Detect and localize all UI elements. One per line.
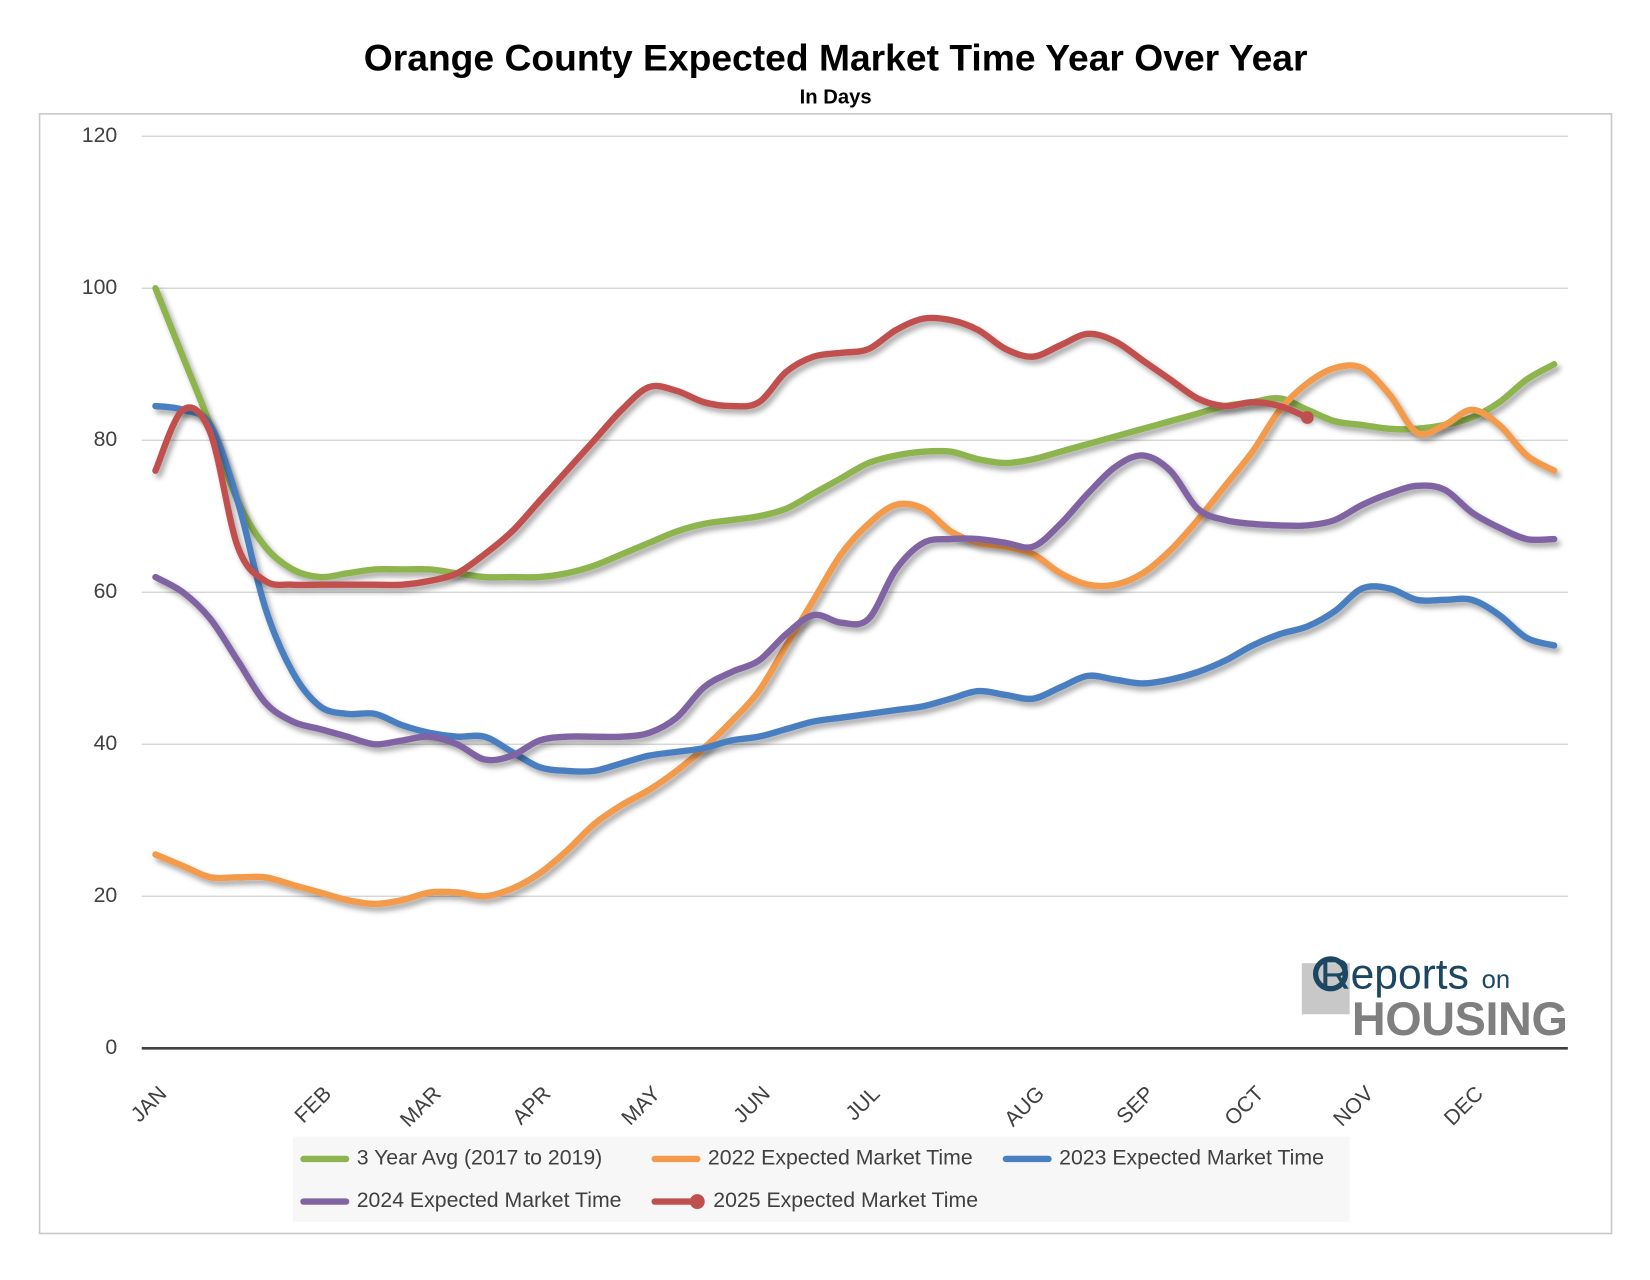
chart-subtitle: In Days	[800, 86, 872, 108]
logo-mark	[1312, 956, 1349, 992]
logo-text: Reports	[1320, 950, 1469, 998]
logo-text: on	[1482, 966, 1510, 994]
logo: Reports on HOUSING	[1301, 950, 1568, 1045]
y-tick-label: 40	[94, 731, 118, 755]
y-tick-label: 100	[82, 275, 117, 299]
logo-text: HOUSING	[1352, 993, 1568, 1045]
series-line	[152, 362, 1558, 908]
chart-border	[38, 113, 1613, 1235]
y-tick-label: 60	[94, 579, 118, 603]
series-line	[152, 285, 1558, 581]
y-tick-label: 20	[94, 883, 118, 907]
series-line	[152, 402, 1558, 775]
chart-title: Orange County Expected Market Time Year …	[364, 37, 1308, 79]
legend-label: 3 Year Avg (2017 to 2019)	[357, 1146, 603, 1170]
legend-label: 2024 Expected Market Time	[357, 1188, 622, 1212]
series-line	[152, 314, 1311, 589]
series-line	[152, 452, 1558, 764]
legend-box	[292, 1136, 1350, 1222]
y-tick-label: 120	[82, 123, 117, 147]
legend-label: 2022 Expected Market Time	[708, 1146, 973, 1170]
series-marker	[1300, 411, 1314, 424]
legend-label: 2025 Expected Market Time	[713, 1188, 978, 1212]
y-tick-label: 0	[105, 1035, 117, 1059]
legend-marker	[689, 1194, 705, 1210]
legend-label: 2023 Expected Market Time	[1059, 1146, 1324, 1170]
y-tick-label: 80	[94, 427, 118, 451]
